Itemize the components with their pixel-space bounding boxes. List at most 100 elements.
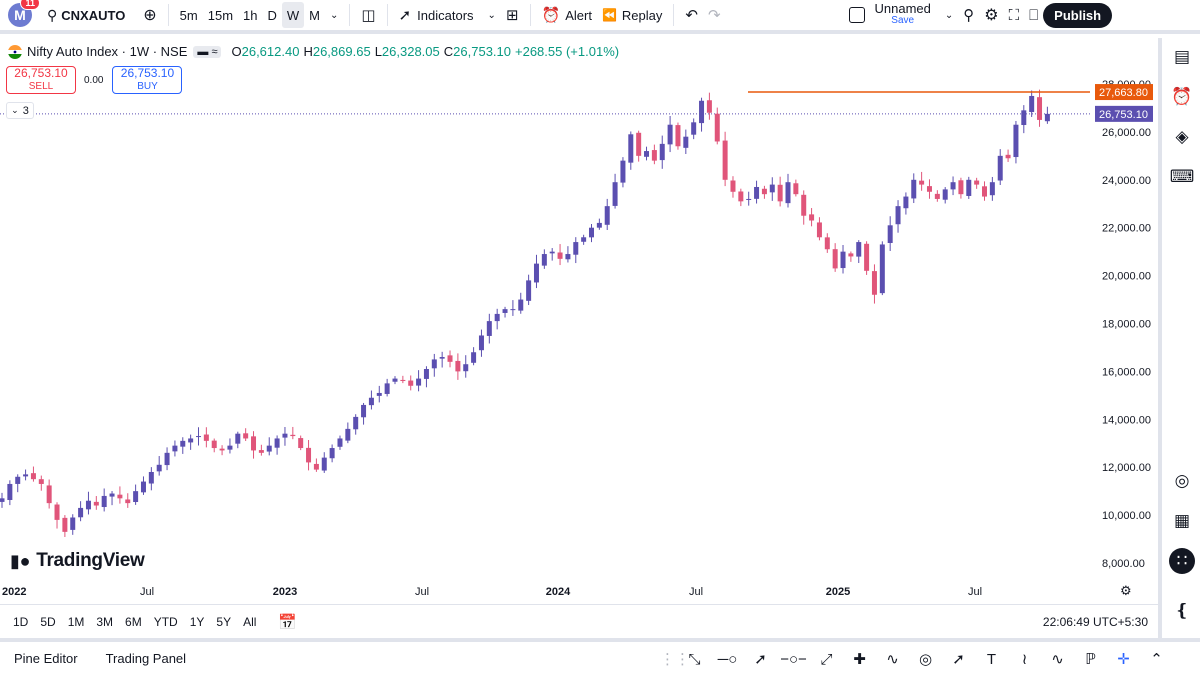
range-3m[interactable]: 3M <box>96 614 114 629</box>
watchlist-icon[interactable]: ▤ <box>1173 47 1191 66</box>
sell-button[interactable]: 26,753.10 SELL <box>6 66 76 94</box>
candle-body <box>447 355 453 362</box>
range-1d[interactable]: 1D <box>13 614 29 629</box>
target-icon[interactable]: ◎ <box>1174 471 1190 490</box>
candle-body <box>793 183 799 195</box>
layout-checkbox[interactable] <box>844 0 870 30</box>
close-key: C <box>443 44 454 59</box>
chart-type-button[interactable]: ◫ <box>356 0 380 30</box>
tab-trading-panel[interactable]: Trading Panel <box>105 651 187 666</box>
camera-icon: ⎕ <box>1029 6 1039 24</box>
plus-circle-icon: ⊕ <box>143 7 157 24</box>
user-avatar[interactable]: M 11 <box>8 0 40 27</box>
range-5y[interactable]: 5Y <box>216 614 232 629</box>
fullscreen-button[interactable]: ⛶ <box>1004 0 1025 30</box>
change-value: +268.55 (+1.01%) <box>515 44 620 59</box>
candle-body <box>722 140 728 180</box>
candle-body <box>565 254 571 260</box>
timeframe-w[interactable]: W <box>281 2 305 28</box>
candle-body <box>636 132 642 156</box>
candle-body <box>455 360 461 372</box>
undo-button[interactable]: ↶ <box>680 0 703 30</box>
ray-tool-icon[interactable]: ➚ <box>754 651 767 668</box>
replay-button[interactable]: ⏪ Replay <box>597 0 667 30</box>
snapshot-button[interactable]: ⎕ <box>1024 0 1043 30</box>
layout-name-button[interactable]: Unnamed Save ⌄ <box>870 0 959 30</box>
horizontal-line-tool-icon[interactable]: −○− <box>780 650 807 668</box>
range-6m[interactable]: 6M <box>125 614 142 629</box>
arrow-tool-icon[interactable]: ➚ <box>952 651 965 668</box>
candle-body <box>620 160 626 183</box>
indicator-collapse-button[interactable]: ⌄ 3 <box>6 102 34 119</box>
drag-handle-icon[interactable]: ⋮⋮ <box>660 651 690 668</box>
text-tool-icon[interactable]: T <box>986 650 997 668</box>
range-ytd[interactable]: YTD <box>153 614 178 629</box>
replay-label: Replay <box>621 7 663 23</box>
symbol-search[interactable]: ⚲ CNXAUTO <box>42 0 138 30</box>
timeframe-5m[interactable]: 5m <box>179 7 198 23</box>
candles-icon: ◫ <box>361 7 376 24</box>
candle-body <box>85 500 91 510</box>
path-tool-icon[interactable]: ∿ <box>886 651 899 668</box>
candle-body <box>313 463 319 470</box>
candle-body <box>46 485 52 504</box>
chevron-down-icon: ⌄ <box>11 105 19 115</box>
timeframe-15m[interactable]: 15m <box>207 7 234 23</box>
sine-tool-icon[interactable]: ∿ <box>1051 651 1064 668</box>
compare-button[interactable]: ⊕ <box>138 0 161 30</box>
calendar-icon[interactable]: ▦ <box>1173 511 1191 530</box>
publish-button[interactable]: Publish <box>1043 2 1113 28</box>
candle-body <box>533 263 539 283</box>
timeframe-dropdown[interactable]: ⌄ <box>325 0 343 30</box>
divider <box>386 4 388 26</box>
buy-button[interactable]: 26,753.10 BUY <box>112 66 183 94</box>
indicators-icon: ➚ <box>398 7 412 24</box>
range-5d[interactable]: 5D <box>40 614 56 629</box>
curve-tool-icon[interactable]: ≀ <box>1021 651 1028 668</box>
eye-toggle-icon[interactable]: ▬ ≈ <box>193 45 222 58</box>
timeframe-d[interactable]: D <box>267 7 277 23</box>
alerts-clock-icon[interactable]: ⏰ <box>1171 87 1193 106</box>
crosshair-tool-icon[interactable]: ✚ <box>853 651 866 668</box>
candle-body <box>70 517 76 530</box>
fullscreen-icon: ⛶ <box>1008 6 1020 24</box>
axis-settings-icon[interactable]: ⚙ <box>1120 583 1132 598</box>
alert-button[interactable]: ⏰ Alert <box>537 0 597 30</box>
candle-body <box>423 369 429 379</box>
layers-icon[interactable]: ◈ <box>1175 127 1189 146</box>
chart-pane[interactable]: 8,000.00 10,000.00 12,000.00 14,000.00 16,00… <box>0 38 1158 604</box>
templates-button[interactable]: ⊞ <box>501 0 524 30</box>
fib-tool-icon[interactable]: ℙ <box>1085 651 1096 668</box>
settings-button[interactable]: ⚙ <box>979 0 1003 30</box>
range-all[interactable]: All <box>243 614 257 629</box>
indicators-button[interactable]: ➚ Indicators ⌄ <box>394 0 501 30</box>
extended-line-tool-icon[interactable]: ⤢ <box>820 650 833 668</box>
y-tick-label: 22,000.00 <box>1102 223 1151 235</box>
timeframe-m[interactable]: M <box>309 7 321 23</box>
candle-body <box>274 438 280 448</box>
calendar-goto-icon[interactable]: 📅 <box>278 613 298 631</box>
horizontal-ray-tool-icon[interactable]: ─○ <box>717 650 738 668</box>
candle-body <box>15 476 21 484</box>
candle-body <box>573 242 579 255</box>
chat-icon[interactable]: ⌨ <box>1169 167 1195 186</box>
search-icon: ⚲ <box>47 6 58 23</box>
range-1m[interactable]: 1M <box>67 614 85 629</box>
chevron-up-icon[interactable]: ⌃ <box>1150 651 1163 668</box>
candle-body <box>211 440 217 449</box>
signal-icon[interactable]: ❴ <box>1174 601 1190 620</box>
tab-pine-editor[interactable]: Pine Editor <box>14 651 78 666</box>
trend-line-tool-icon[interactable]: ⤡ <box>688 650 701 668</box>
circle-tool-icon[interactable]: ◎ <box>918 651 933 668</box>
clock-timezone[interactable]: 22:06:49 UTC+5:30 <box>1042 614 1148 629</box>
candle-body <box>549 251 555 254</box>
cross-cursor-icon[interactable]: ✛ <box>1117 651 1130 668</box>
timeframe-1h[interactable]: 1h <box>243 7 258 23</box>
candle-body <box>628 134 634 163</box>
candlestick-chart[interactable]: 8,000.00 10,000.00 12,000.00 14,000.00 16,00… <box>0 38 1158 604</box>
range-1y[interactable]: 1Y <box>189 614 205 629</box>
redo-button[interactable]: ↷ <box>703 0 726 30</box>
apps-grid-icon[interactable]: ∷ <box>1169 548 1195 574</box>
quick-search-button[interactable]: ⚲ <box>958 0 979 30</box>
candle-body <box>997 155 1003 181</box>
